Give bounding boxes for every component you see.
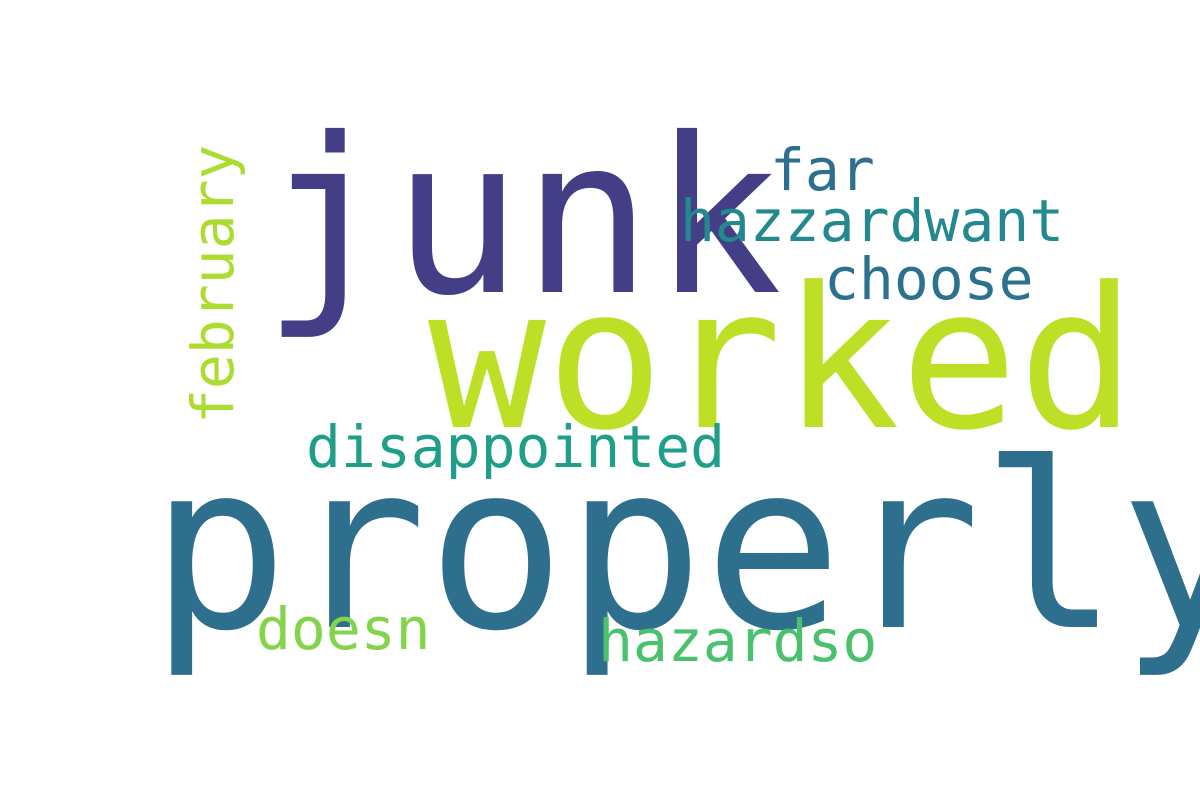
word-choose: choose bbox=[824, 245, 1034, 313]
word-hazardso: hazardso bbox=[598, 607, 878, 675]
word-far: far bbox=[770, 136, 875, 204]
word-junk: junk bbox=[262, 92, 783, 343]
word-doesn: doesn bbox=[256, 595, 431, 663]
word-disappointed: disappointed bbox=[306, 413, 726, 481]
word-properly: properly bbox=[150, 415, 1200, 682]
word-hazzardwant: hazzardwant bbox=[680, 187, 1065, 255]
word-worked: worked bbox=[428, 246, 1137, 474]
word-february: february bbox=[179, 144, 247, 424]
